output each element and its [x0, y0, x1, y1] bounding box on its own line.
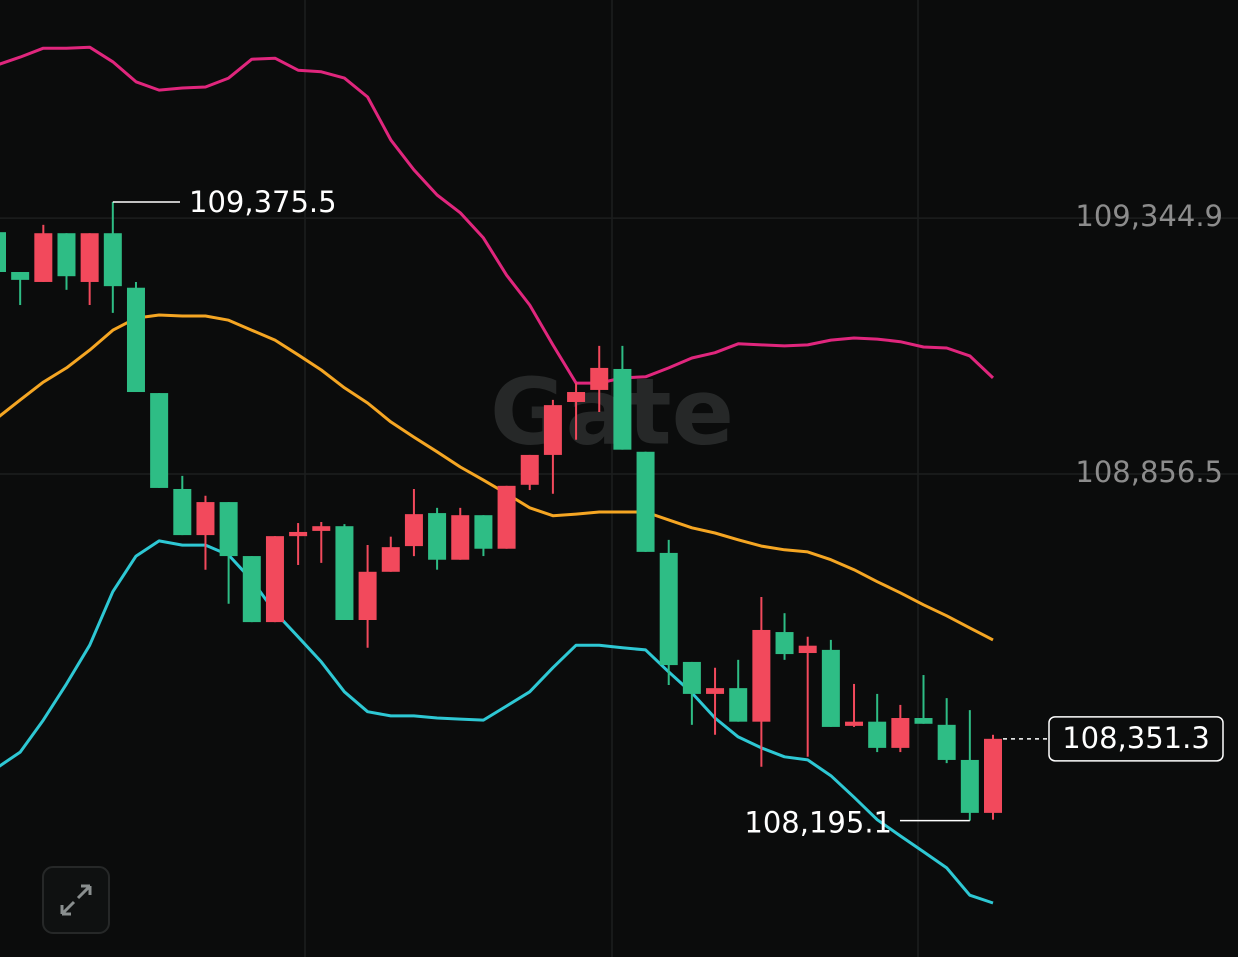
candle-body — [960, 759, 979, 813]
candle-body — [914, 718, 933, 724]
band-line — [0, 539, 994, 905]
candle-body — [428, 513, 447, 560]
candle-body — [729, 688, 748, 722]
watermark: Gate — [490, 358, 734, 465]
candle-body — [984, 738, 1002, 813]
candle-body — [868, 721, 887, 748]
candle-body — [613, 368, 632, 450]
candle-body — [219, 502, 238, 557]
candle-body — [752, 629, 771, 722]
last-price-label: 108,351.3 — [1062, 721, 1210, 755]
candle-body — [242, 556, 261, 623]
candle-body — [57, 233, 76, 277]
expand-button-frame[interactable] — [42, 866, 110, 934]
candle-body — [706, 688, 725, 694]
high-label: 109,375.5 — [189, 185, 337, 219]
candle-body — [567, 392, 586, 402]
candle-body — [335, 526, 354, 621]
candle-body — [126, 287, 145, 393]
band-line — [0, 313, 994, 642]
candle-body — [775, 632, 794, 655]
y-tick-label: 109,344.9 — [1075, 199, 1223, 233]
candle-body — [0, 232, 6, 273]
candle-body — [543, 405, 562, 455]
candle-body — [358, 571, 377, 621]
candle-body — [381, 547, 400, 572]
candles — [0, 202, 1002, 821]
candle-body — [520, 454, 539, 485]
candle-body — [891, 718, 910, 748]
candle-body — [682, 661, 701, 694]
expand-button[interactable] — [42, 866, 110, 934]
candle-body — [451, 515, 470, 560]
candle-body — [173, 488, 192, 536]
candle-body — [636, 451, 655, 552]
candle-body — [474, 515, 493, 549]
candle-body — [497, 485, 516, 549]
candle-body — [798, 645, 817, 654]
candle-body — [312, 526, 331, 531]
candle-body — [937, 724, 956, 760]
candle-body — [34, 233, 53, 282]
candle-body — [289, 531, 308, 537]
candle-body — [821, 649, 840, 727]
candle-body — [196, 502, 215, 536]
candle-body — [11, 272, 30, 280]
candle-body — [265, 536, 284, 623]
low-label: 108,195.1 — [744, 806, 892, 840]
candle-body — [103, 233, 122, 287]
candle-body — [150, 393, 169, 488]
candle-body — [80, 233, 99, 282]
y-tick-label: 108,856.5 — [1075, 455, 1223, 489]
candle-body — [590, 367, 609, 390]
candle-body — [845, 721, 864, 726]
last-price-box — [1048, 716, 1224, 762]
expand-icon[interactable] — [60, 884, 92, 916]
candle-body — [404, 514, 423, 547]
candle-body — [659, 552, 678, 666]
band-line — [0, 45, 995, 385]
